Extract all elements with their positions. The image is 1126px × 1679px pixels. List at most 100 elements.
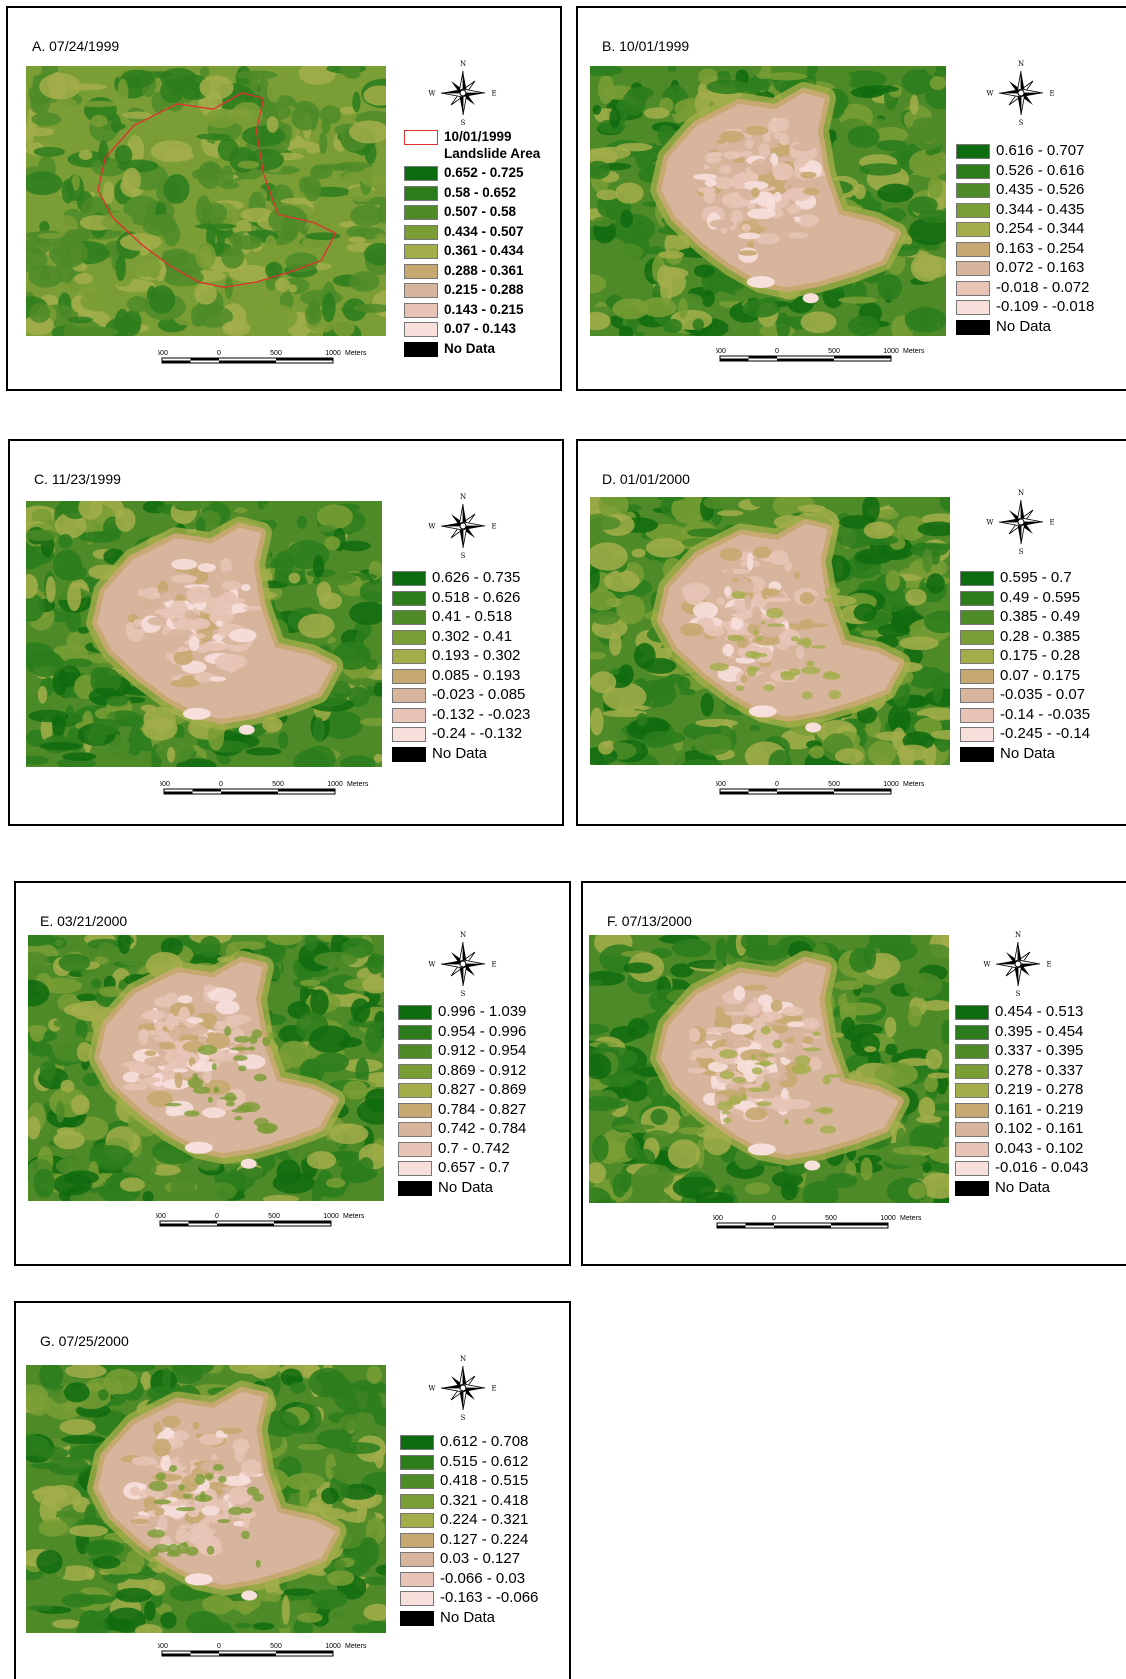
legend-item: 0.49 - 0.595 — [960, 589, 1126, 609]
compass-north-label: N — [460, 1355, 466, 1363]
legend-swatch — [955, 1141, 989, 1157]
legend-swatch — [960, 610, 994, 625]
panel-title: G. 07/25/2000 — [40, 1333, 129, 1349]
legend-item-no-data: No Data — [400, 1609, 570, 1629]
legend-swatch — [955, 1024, 989, 1040]
landslide-swatch — [404, 130, 438, 145]
legend: 0.996 - 1.039 0.954 - 0.996 0.912 - 0.954 0… — [398, 1003, 568, 1198]
compass-north-label: N — [460, 931, 466, 939]
legend-swatch — [400, 1571, 434, 1587]
legend-item: 0.595 - 0.7 — [960, 569, 1126, 589]
scale-label: 1000 — [327, 781, 343, 788]
compass-west-label: W — [428, 1385, 436, 1393]
ndvi-map-e — [28, 935, 384, 1201]
legend-label: 0.03 - 0.127 — [440, 1550, 521, 1567]
legend-swatch — [960, 571, 994, 586]
legend-swatch — [392, 610, 426, 625]
legend-label: 0.912 - 0.954 — [438, 1042, 527, 1059]
compass-south-label: S — [1019, 548, 1024, 555]
legend-label: 0.175 - 0.28 — [1000, 647, 1081, 664]
scale-label: 0 — [772, 1215, 776, 1222]
legend-label: 0.193 - 0.302 — [432, 647, 521, 664]
legend-label: 0.254 - 0.344 — [996, 220, 1085, 237]
legend-swatch — [400, 1513, 434, 1528]
scale-label: 500 — [270, 1643, 282, 1650]
legend-label: No Data — [996, 317, 1052, 335]
legend-label: 0.224 - 0.321 — [440, 1511, 529, 1528]
map-panel-f: F. 07/13/2000 N S W E 0.454 - 0.513 0.395 - … — [581, 881, 1126, 1266]
compass-east-label: E — [491, 1385, 496, 1393]
legend-swatch — [956, 183, 990, 198]
legend-swatch — [960, 629, 994, 645]
legend-item: 0.827 - 0.869 — [398, 1081, 568, 1101]
legend-item: 0.507 - 0.58 — [404, 203, 574, 223]
compass-north-label: N — [1015, 931, 1021, 939]
legend-item: 0.954 - 0.996 — [398, 1023, 568, 1043]
legend-swatch — [404, 205, 438, 220]
scale-label: 500 — [158, 350, 168, 357]
legend-item: 0.193 - 0.302 — [392, 647, 562, 667]
scale-label: 0 — [217, 1643, 221, 1650]
legend-swatch — [400, 1454, 434, 1470]
legend: 0.612 - 0.708 0.515 - 0.612 0.418 - 0.515 0… — [400, 1433, 570, 1628]
legend-item-no-data: No Data — [955, 1179, 1125, 1199]
legend-label: 0.657 - 0.7 — [438, 1159, 510, 1176]
legend-label: -0.14 - -0.035 — [1000, 705, 1091, 723]
legend-swatch — [404, 166, 438, 181]
legend-item: 0.515 - 0.612 — [400, 1453, 570, 1473]
legend-swatch — [956, 261, 990, 276]
legend-label: -0.245 - -0.14 — [1000, 725, 1091, 742]
compass-south-label: S — [461, 1414, 466, 1421]
scale-label: 1000 — [323, 1213, 339, 1220]
ndvi-map-b — [590, 66, 946, 336]
legend-item: -0.109 - -0.018 — [956, 298, 1126, 318]
legend-item: 0.912 - 0.954 — [398, 1042, 568, 1062]
legend-label: 0.28 - 0.385 — [1000, 627, 1081, 645]
legend-label: 0.043 - 0.102 — [995, 1139, 1084, 1157]
legend-swatch — [960, 688, 994, 703]
legend-swatch — [955, 1063, 989, 1079]
panel-title: E. 03/21/2000 — [40, 913, 128, 929]
scale-bar: 500 0 500 1000 Meters — [156, 346, 388, 370]
legend-label: No Data — [438, 1178, 494, 1196]
legend-item: 0.518 - 0.626 — [392, 589, 562, 609]
scale-label: 500 — [272, 781, 284, 788]
legend-swatch — [404, 341, 438, 357]
legend-item: 0.418 - 0.515 — [400, 1472, 570, 1492]
north-arrow-icon: N S W E — [986, 489, 1054, 556]
legend-label: 0.161 - 0.219 — [995, 1100, 1084, 1118]
legend-landslide-item: 10/01/1999 Landslide Area — [404, 128, 574, 164]
legend-label: 0.127 - 0.224 — [440, 1530, 529, 1548]
legend-item: 0.043 - 0.102 — [955, 1140, 1125, 1160]
legend-label: 0.515 - 0.612 — [440, 1452, 529, 1470]
legend-item: -0.132 - -0.023 — [392, 706, 562, 726]
compass-west-label: W — [428, 961, 436, 969]
compass-east-label: E — [1046, 961, 1051, 969]
legend-swatch — [398, 1102, 432, 1118]
legend-swatch — [400, 1435, 434, 1450]
legend-item: -0.018 - 0.072 — [956, 279, 1126, 299]
legend-label: 0.49 - 0.595 — [1000, 588, 1081, 606]
panel-title: B. 10/01/1999 — [602, 38, 690, 54]
legend-label: No Data — [995, 1178, 1051, 1196]
legend-item: 0.626 - 0.735 — [392, 569, 562, 589]
legend-item: -0.035 - 0.07 — [960, 686, 1126, 706]
scale-label: 500 — [828, 348, 840, 355]
legend: 10/01/1999 Landslide Area 0.652 - 0.725 0.5… — [404, 128, 574, 359]
scale-label: 500 — [156, 1213, 166, 1220]
legend-label: 0.072 - 0.163 — [996, 259, 1085, 276]
legend-item: 0.869 - 0.912 — [398, 1062, 568, 1082]
legend-swatch — [398, 1044, 432, 1059]
legend-swatch — [404, 244, 438, 259]
scale-label: 1000 — [883, 348, 899, 355]
legend-label: 0.302 - 0.41 — [432, 627, 513, 645]
legend-item: 0.657 - 0.7 — [398, 1159, 568, 1179]
map-panel-a: A. 07/24/1999 N S W E 10/01/1999 Landslide A… — [6, 6, 562, 391]
legend-label: 0.827 - 0.869 — [438, 1081, 527, 1098]
legend-label: 0.595 - 0.7 — [1000, 569, 1072, 586]
compass-south-label: S — [1019, 119, 1024, 126]
ndvi-map-a — [26, 66, 386, 336]
scale-label: 500 — [713, 1215, 723, 1222]
legend-swatch — [392, 688, 426, 703]
compass-east-label: E — [1049, 90, 1054, 98]
